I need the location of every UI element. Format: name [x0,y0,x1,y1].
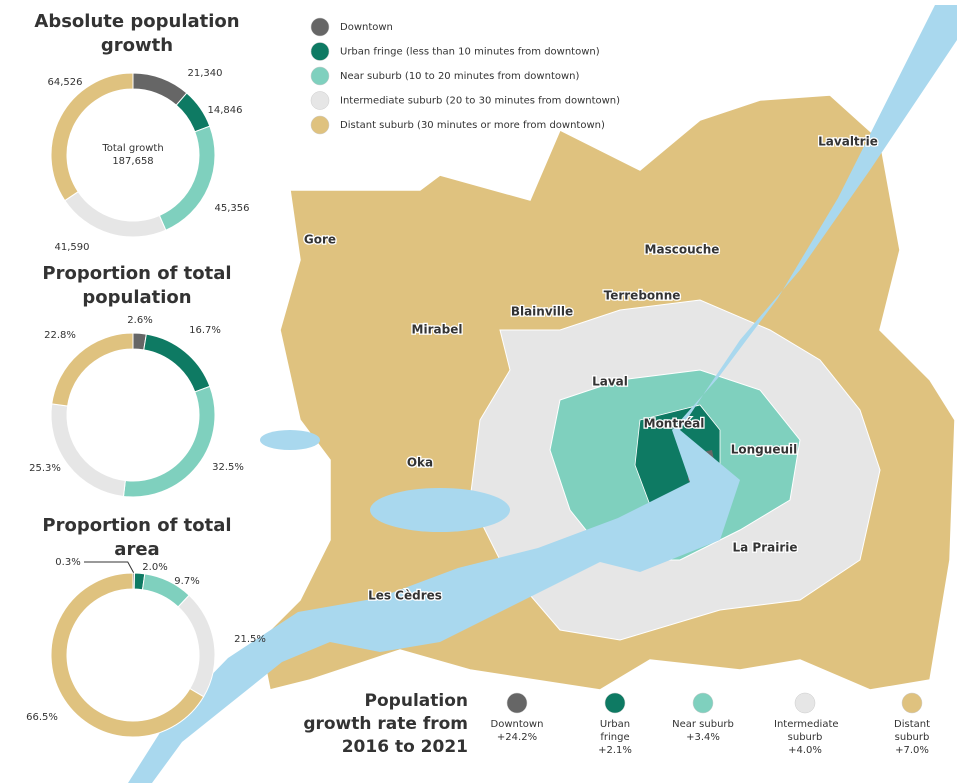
chart-title: Proportion of total population [42,263,232,308]
legend-label: Near suburb (10 to 20 minutes from downt… [340,71,579,82]
value-label: 0.3% [55,557,80,568]
growth-rate: +2.1% [598,745,632,756]
place-label: Laval [592,375,628,389]
legend-swatch [310,17,330,37]
donut-segment [50,72,134,202]
donut-segment [175,92,211,133]
value-label: 66.5% [26,712,58,723]
value-label: 16.7% [189,325,221,336]
river [128,5,957,783]
donut-segment [177,594,216,698]
donut-segment [50,403,126,498]
place-label: Gore [304,233,336,247]
map [128,5,957,783]
growth-title: Population growth rate from 2016 to 2021 [303,691,468,757]
center-label: Total growth [101,143,163,154]
donut-segment [132,72,188,106]
place-label: La Prairie [732,541,797,555]
growth-rate: +4.0% [788,745,822,756]
place-label: Mirabel [412,323,463,337]
lake [370,488,510,532]
place-label: Oka [407,456,433,470]
growth-rate: +24.2% [496,732,538,743]
value-label: 14,846 [208,105,243,116]
value-label: 25.3% [29,463,61,474]
legend-swatch [310,115,330,135]
legend-swatch [310,42,330,61]
legend-swatch [310,91,330,110]
value-label: 21,340 [188,68,223,79]
place-label: Mascouche [645,243,720,257]
growth-name: Urban fringe [599,719,631,743]
growth-rate: +7.0% [895,745,929,756]
growth-item: Urban fringe +2.1% [565,718,665,757]
donut-segment [64,191,167,238]
growth-swatch [794,692,816,714]
value-label: 64,526 [48,77,83,88]
donut-segment [50,572,205,738]
value-label: 45,356 [215,203,250,214]
growth-swatch [506,692,528,714]
growth-name: Downtown [490,719,544,730]
donut-segment [143,333,211,393]
value-label: 2.0% [142,562,167,573]
growth-item: Near suburb +3.4% [653,718,753,744]
growth-item: Downtown +24.2% [467,718,567,744]
growth-rate: +3.4% [686,732,720,743]
legend-swatch [310,66,330,86]
legend-label: Intermediate suburb (20 to 30 minutes fr… [340,96,620,107]
chart-title: Proportion of total area [42,515,232,560]
legend-label: Downtown [340,22,393,33]
place-label: Les Cèdres [368,589,442,603]
growth-swatch [901,692,923,714]
legend-label: Distant suburb (30 minutes or more from … [340,120,605,131]
place-label: Terrebonne [604,289,681,303]
place-label: Blainville [511,305,573,319]
donut-segment [158,125,216,231]
place-label: Montréal [644,417,705,431]
value-label: 2.6% [127,315,152,326]
growth-item: Intermediate suburb +4.0% [755,718,855,757]
chart-title: Absolute population growth [34,11,240,56]
center-label: 187,658 [112,156,153,167]
growth-item: Distant suburb +7.0% [862,718,957,757]
value-label: 21.5% [234,634,266,645]
donut-segment [51,332,134,407]
place-label: Longueuil [731,443,797,457]
growth-swatch [604,692,626,714]
value-label: 32.5% [212,462,244,473]
growth-name: Intermediate suburb [774,719,839,743]
value-label: 22.8% [44,330,76,341]
growth-name: Distant suburb [894,719,930,743]
value-label: 9.7% [174,576,199,587]
leader-line [84,561,135,574]
legend-label: Urban fringe (less than 10 minutes from … [340,47,600,58]
lake [260,430,320,450]
value-label: 41,590 [55,242,90,253]
growth-name: Near suburb [672,719,734,730]
donut-segment [122,385,216,498]
growth-swatch [692,692,714,714]
place-label: Lavaltrie [818,135,878,149]
